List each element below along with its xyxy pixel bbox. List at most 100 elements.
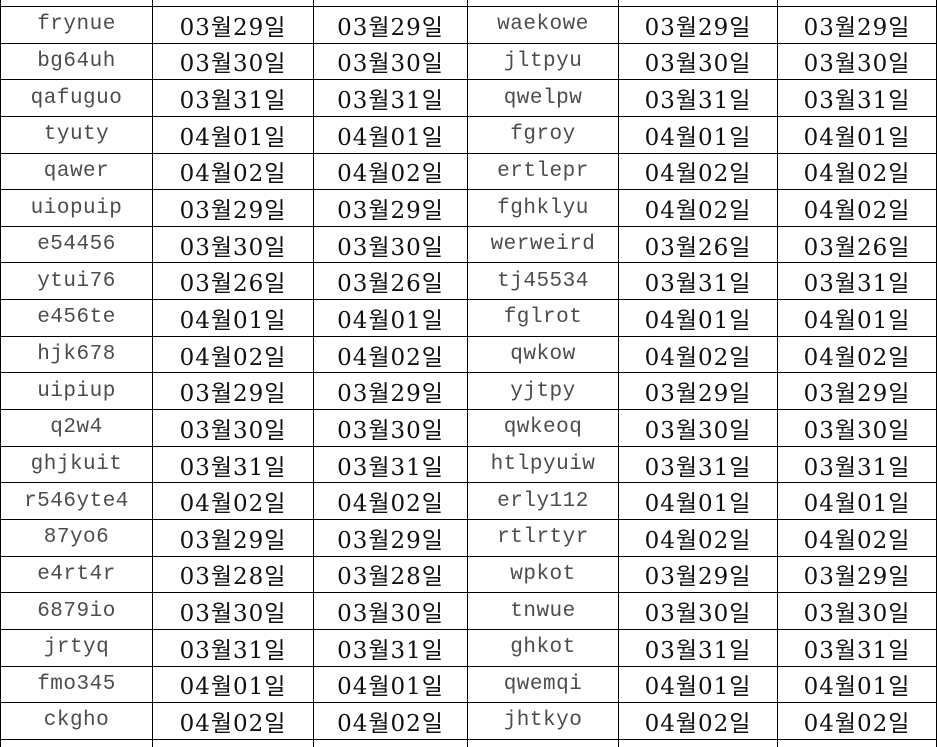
cell-date: 04월01일 [619,666,778,704]
cell-account-name: tj45534 [468,263,619,301]
cell-account-name: qwelpw [468,80,619,117]
cell-account-name: ghkot [468,629,619,667]
partial-row-top-cell [778,0,937,7]
cell-date: 04월01일 [153,666,314,704]
cell-date: 04월01일 [619,483,778,520]
cell-date: 03월30일 [153,410,314,447]
cell-date: 03월30일 [619,593,778,630]
cell-date: 04월02일 [153,336,314,374]
cell-date: 04월02일 [153,703,314,740]
cell-date: 04월02일 [778,153,937,191]
cell-date: 03월30일 [314,410,468,447]
cell-date: 03월29일 [153,190,314,227]
cell-account-name: e456te [1,300,153,337]
cell-account-name: e4rt4r [1,556,153,594]
partial-row-top-cell [468,0,619,7]
cell-date: 03월29일 [153,373,314,411]
cell-date: 03월31일 [153,80,314,117]
cell-date: 04월01일 [314,300,468,337]
cell-date: 03월31일 [778,80,937,117]
cell-account-name: fgroy [468,116,619,154]
cell-date: 03월31일 [619,263,778,301]
partial-row-bottom-cell [1,739,153,747]
cell-date: 03월28일 [153,556,314,594]
cell-date: 03월29일 [778,7,937,44]
cell-date: 04월02일 [619,336,778,374]
cell-date: 03월30일 [778,410,937,447]
cell-date: 03월29일 [778,373,937,411]
cell-date: 04월01일 [778,666,937,704]
cell-date: 04월01일 [778,300,937,337]
partial-row-bottom-cell [468,739,619,747]
cell-date: 04월01일 [314,666,468,704]
cell-account-name: frynue [1,7,153,44]
cell-date: 04월02일 [314,336,468,374]
partial-row-bottom-cell [778,739,937,747]
cell-date: 04월01일 [153,300,314,337]
cell-date: 03월31일 [314,446,468,484]
cell-account-name: waekowe [468,7,619,44]
cell-date: 03월30일 [153,593,314,630]
cell-date: 04월02일 [314,483,468,520]
cell-date: 03월31일 [619,629,778,667]
partial-row-top-cell [619,0,778,7]
cell-date: 04월02일 [314,153,468,191]
cell-account-name: qawer [1,153,153,191]
cell-date: 04월01일 [778,116,937,154]
cell-account-name: r546yte4 [1,483,153,520]
cell-account-name: wpkot [468,556,619,594]
cell-date: 03월31일 [314,629,468,667]
cell-date: 03월29일 [153,7,314,44]
cell-account-name: qwemqi [468,666,619,704]
cell-date: 03월30일 [778,43,937,81]
cell-account-name: e54456 [1,226,153,264]
cell-date: 04월02일 [619,519,778,557]
cell-date: 04월01일 [619,300,778,337]
cell-account-name: jrtyq [1,629,153,667]
cell-date: 03월29일 [619,556,778,594]
cell-date: 04월02일 [778,190,937,227]
cell-account-name: ertlepr [468,153,619,191]
cell-account-name: uiopuip [1,190,153,227]
cell-date: 03월26일 [153,263,314,301]
cell-date: 04월02일 [778,336,937,374]
cell-date: 03월26일 [778,226,937,264]
cell-account-name: rtlrtyr [468,519,619,557]
cell-date: 03월30일 [314,43,468,81]
cell-date: 03월30일 [153,226,314,264]
cell-account-name: qwkow [468,336,619,374]
cell-account-name: fghklyu [468,190,619,227]
cell-account-name: uipiup [1,373,153,411]
cell-date: 03월29일 [314,190,468,227]
cell-account-name: erly112 [468,483,619,520]
cell-date: 03월29일 [314,7,468,44]
cell-date: 04월02일 [619,703,778,740]
cell-date: 03월31일 [778,446,937,484]
cell-account-name: hjk678 [1,336,153,374]
cell-account-name: jltpyu [468,43,619,81]
cell-account-name: fmo345 [1,666,153,704]
cell-account-name: htlpyuiw [468,446,619,484]
cell-date: 04월02일 [619,153,778,191]
cell-date: 03월26일 [314,263,468,301]
cell-date: 03월30일 [619,410,778,447]
partial-row-top-cell [314,0,468,7]
cell-date: 03월31일 [153,629,314,667]
cell-date: 03월31일 [153,446,314,484]
cell-date: 03월29일 [314,373,468,411]
cell-date: 03월29일 [619,7,778,44]
cell-date: 03월30일 [153,43,314,81]
cell-date: 04월02일 [778,519,937,557]
cell-account-name: bg64uh [1,43,153,81]
cell-account-name: werweird [468,226,619,264]
cell-date: 04월01일 [314,116,468,154]
cell-account-name: tnwue [468,593,619,630]
cell-date: 03월31일 [778,629,937,667]
cell-date: 04월01일 [153,116,314,154]
cell-account-name: qafuguo [1,80,153,117]
cell-date: 03월29일 [314,519,468,557]
cell-date: 03월31일 [778,263,937,301]
cell-account-name: ytui76 [1,263,153,301]
cell-date: 03월29일 [153,519,314,557]
